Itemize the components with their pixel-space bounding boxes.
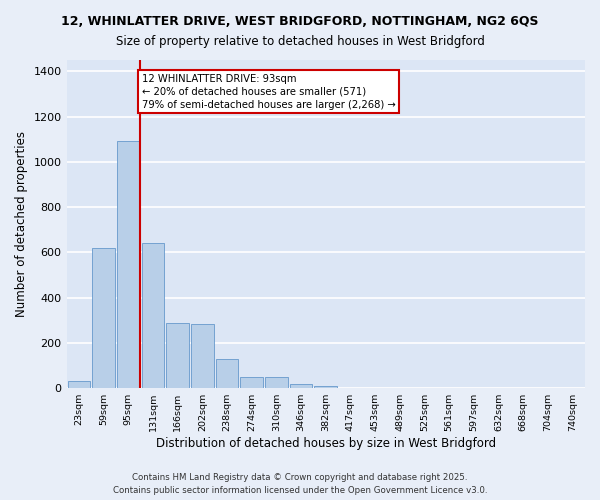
Bar — [265, 377, 288, 388]
X-axis label: Distribution of detached houses by size in West Bridgford: Distribution of detached houses by size … — [156, 437, 496, 450]
Bar — [166, 322, 189, 388]
Bar — [314, 386, 337, 388]
Bar — [68, 382, 90, 388]
Text: 12 WHINLATTER DRIVE: 93sqm
← 20% of detached houses are smaller (571)
79% of sem: 12 WHINLATTER DRIVE: 93sqm ← 20% of deta… — [142, 74, 395, 110]
Bar — [290, 384, 313, 388]
Bar — [191, 324, 214, 388]
Text: 12, WHINLATTER DRIVE, WEST BRIDGFORD, NOTTINGHAM, NG2 6QS: 12, WHINLATTER DRIVE, WEST BRIDGFORD, NO… — [61, 15, 539, 28]
Bar — [241, 377, 263, 388]
Text: Contains HM Land Registry data © Crown copyright and database right 2025.
Contai: Contains HM Land Registry data © Crown c… — [113, 474, 487, 495]
Bar — [215, 359, 238, 388]
Y-axis label: Number of detached properties: Number of detached properties — [15, 131, 28, 317]
Bar — [92, 248, 115, 388]
Bar — [117, 142, 140, 388]
Text: Size of property relative to detached houses in West Bridgford: Size of property relative to detached ho… — [116, 35, 484, 48]
Bar — [142, 244, 164, 388]
